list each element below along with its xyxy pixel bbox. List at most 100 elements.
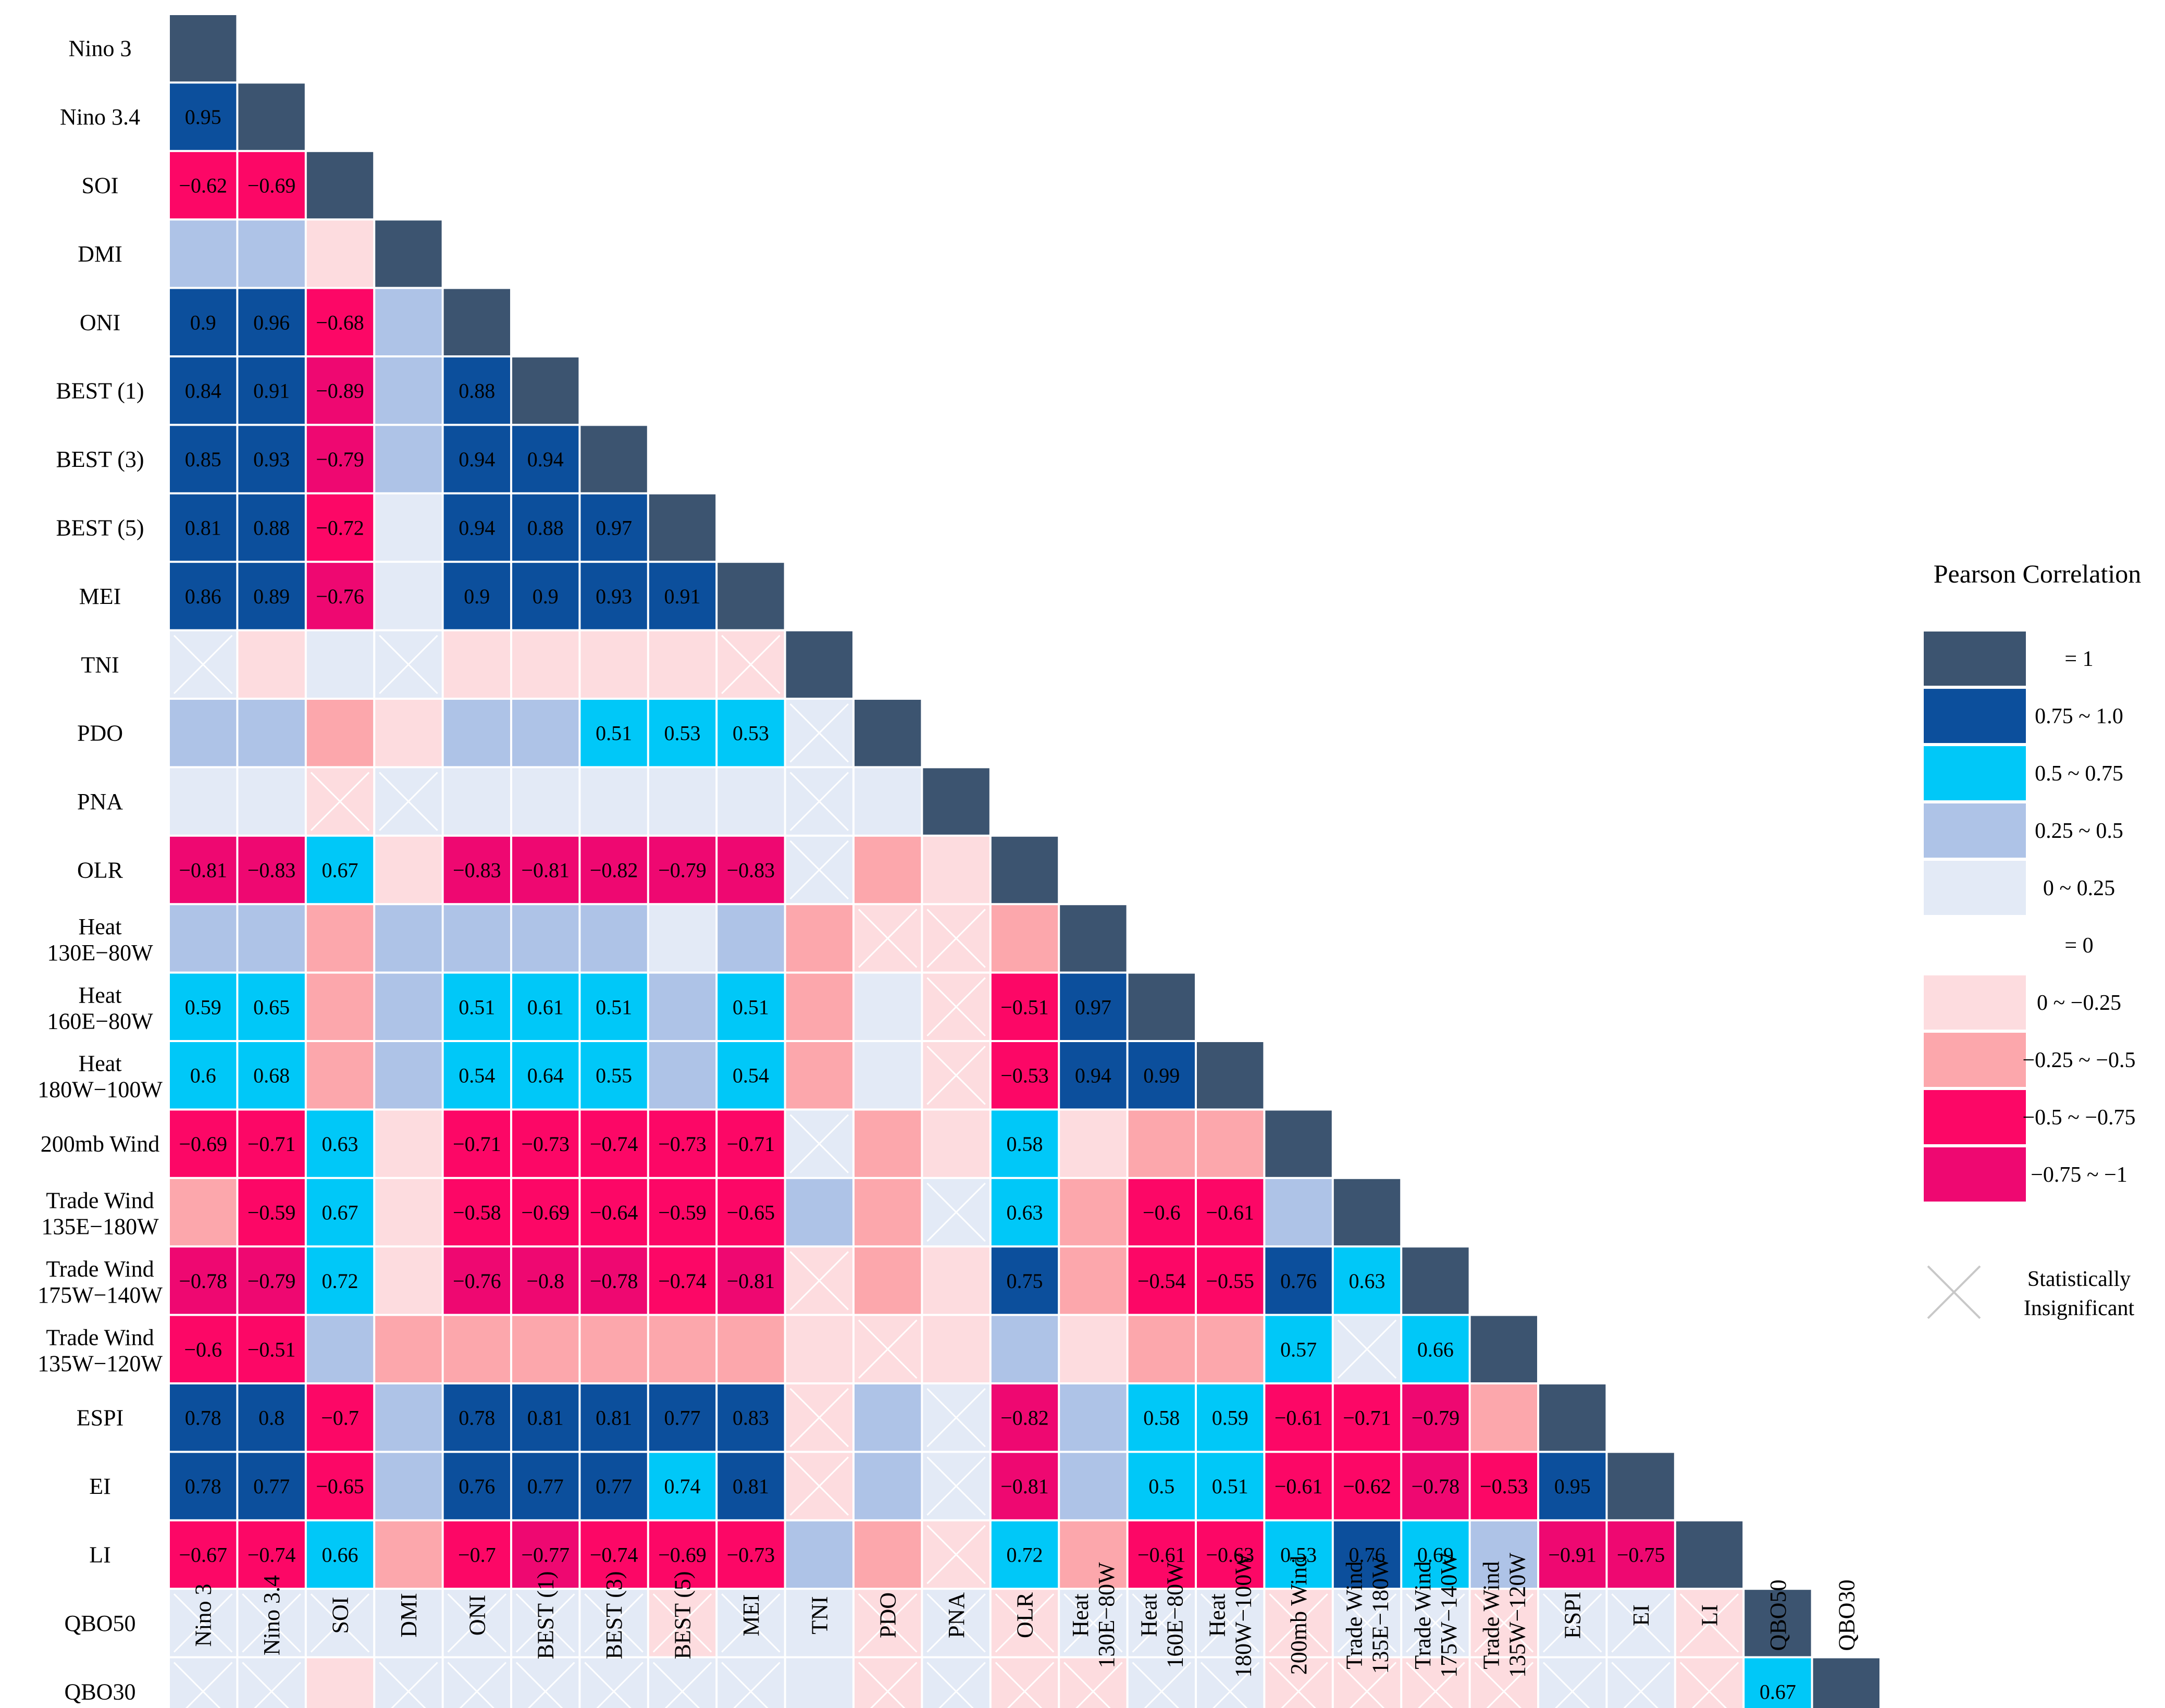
cell-fill bbox=[649, 700, 716, 766]
cell-fill bbox=[443, 700, 510, 766]
legend-swatch bbox=[1924, 746, 2026, 800]
insignificant-cross bbox=[926, 1525, 986, 1585]
cell-value-label: 0.51 bbox=[733, 995, 769, 1019]
heatmap-cell: −0.79 bbox=[238, 1247, 305, 1314]
legend-item-p2: 0.25 ~ 0.5 bbox=[1924, 803, 2123, 858]
heatmap-cell bbox=[786, 1042, 852, 1109]
heatmap-cell bbox=[855, 1316, 921, 1382]
cell-fill bbox=[1470, 1658, 1537, 1708]
cell-fill bbox=[443, 905, 510, 972]
cell-fill bbox=[786, 1316, 852, 1382]
cell-fill bbox=[1470, 1316, 1537, 1382]
insignificant-cross bbox=[926, 1593, 986, 1653]
cell-fill bbox=[375, 1384, 442, 1451]
heatmap-cell: 0.78 bbox=[170, 1384, 237, 1451]
cell-fill bbox=[1265, 1110, 1332, 1177]
heatmap-cell bbox=[1128, 1590, 1195, 1656]
column-label-oni: ONI bbox=[464, 1595, 490, 1636]
cell-value-label: −0.76 bbox=[316, 585, 364, 608]
insignificant-cross bbox=[1486, 1662, 1534, 1708]
legend-title: Pearson Correlation bbox=[1934, 559, 2142, 588]
column-label-heat-130e-80w: Heat130E−80W bbox=[1068, 1562, 1119, 1668]
row-label-trade-wind-135w-120w: Trade Wind 135W−120W bbox=[38, 1325, 163, 1376]
cell-fill bbox=[855, 1453, 921, 1519]
cell-fill bbox=[1197, 1110, 1264, 1177]
heatmap-cell bbox=[923, 1110, 989, 1177]
cell-fill bbox=[238, 631, 305, 698]
insignificant-cross bbox=[447, 1593, 507, 1653]
insignificant-cross bbox=[789, 840, 849, 900]
cell-fill bbox=[580, 700, 647, 766]
insignificant-cross bbox=[733, 1662, 781, 1708]
cell-value-label: 0.95 bbox=[185, 105, 221, 129]
heatmap-cell: −0.6 bbox=[1128, 1179, 1195, 1246]
heatmap-cell bbox=[375, 494, 442, 561]
cell-value-label: 0.94 bbox=[1075, 1064, 1111, 1087]
legend-swatch bbox=[1924, 1033, 2026, 1087]
cell-fill bbox=[855, 768, 921, 835]
legend-swatch bbox=[1924, 1147, 2026, 1202]
heatmap-cell bbox=[923, 973, 989, 1040]
heatmap-cell: −0.82 bbox=[580, 836, 647, 903]
cell-fill bbox=[306, 1247, 374, 1314]
cell-value-label: −0.58 bbox=[453, 1201, 501, 1224]
heatmap-cell: 0.67 bbox=[1745, 1658, 1811, 1708]
heatmap-cell bbox=[923, 836, 989, 903]
heatmap-cell bbox=[580, 1590, 647, 1656]
heatmap-cell bbox=[1402, 1247, 1469, 1314]
cell-fill bbox=[855, 1384, 921, 1451]
cell-fill bbox=[512, 836, 579, 903]
insignificant-cross bbox=[926, 909, 986, 968]
heatmap-cell bbox=[1128, 1316, 1195, 1382]
cell-fill bbox=[375, 289, 442, 355]
cell-fill bbox=[170, 836, 237, 903]
heatmap-cell: −0.77 bbox=[512, 1521, 579, 1588]
heatmap-cell bbox=[375, 1247, 442, 1314]
heatmap-cell: 0.51 bbox=[580, 973, 647, 1040]
cell-value-label: −0.51 bbox=[248, 1338, 296, 1361]
cell-fill bbox=[170, 1179, 237, 1246]
heatmap-cell: −0.74 bbox=[238, 1521, 305, 1588]
cell-value-label: 0.72 bbox=[1007, 1543, 1043, 1567]
heatmap-cell: 0.83 bbox=[717, 1384, 784, 1451]
cell-fill bbox=[1060, 1179, 1127, 1246]
cell-value-label: 0.86 bbox=[185, 585, 221, 608]
heatmap-cell bbox=[375, 973, 442, 1040]
heatmap-cell bbox=[786, 905, 852, 972]
cell-fill bbox=[306, 289, 374, 355]
cell-value-label: −0.6 bbox=[184, 1338, 222, 1361]
heatmap-cell: −0.55 bbox=[1197, 1247, 1264, 1314]
column-label-trade-wind-175w-140w: Trade Wind175W−140W bbox=[1410, 1553, 1462, 1678]
heatmap-cell bbox=[1197, 1110, 1264, 1177]
cell-value-label: −0.74 bbox=[590, 1132, 638, 1156]
insignificant-cross bbox=[870, 1662, 918, 1708]
heatmap-cell bbox=[855, 768, 921, 835]
row-label-dmi: DMI bbox=[78, 241, 122, 267]
cell-fill bbox=[512, 1521, 579, 1588]
heatmap-cell bbox=[649, 1590, 716, 1656]
heatmap-cell: 0.94 bbox=[443, 426, 510, 492]
cell-fill bbox=[238, 700, 305, 766]
heatmap-cell bbox=[923, 1316, 989, 1382]
heatmap-cell bbox=[1470, 1316, 1537, 1382]
insignificant-cross bbox=[926, 977, 986, 1037]
insignificant-cross bbox=[926, 1456, 986, 1516]
heatmap-cell bbox=[1333, 1590, 1401, 1656]
cell-fill bbox=[649, 631, 716, 698]
cell-fill bbox=[1402, 1453, 1469, 1519]
legend-item-eq0: = 0 bbox=[2064, 934, 2093, 958]
cell-fill bbox=[306, 494, 374, 561]
heatmap-cell: 0.76 bbox=[443, 1453, 510, 1519]
cell-value-label: 0.59 bbox=[185, 995, 221, 1019]
heatmap-cell bbox=[1333, 1179, 1401, 1246]
heatmap-cell bbox=[717, 1316, 784, 1382]
row-label-heat-130e-80w: Heat 130E−80W bbox=[47, 914, 153, 966]
cell-fill bbox=[238, 1316, 305, 1382]
heatmap-cell bbox=[1128, 1658, 1195, 1708]
cell-fill bbox=[443, 1316, 510, 1382]
cell-fill bbox=[855, 1658, 921, 1708]
heatmap-cell: −0.73 bbox=[512, 1110, 579, 1177]
cell-fill bbox=[991, 973, 1058, 1040]
heatmap-cell: −0.74 bbox=[580, 1521, 647, 1588]
heatmap-cell bbox=[580, 631, 647, 698]
